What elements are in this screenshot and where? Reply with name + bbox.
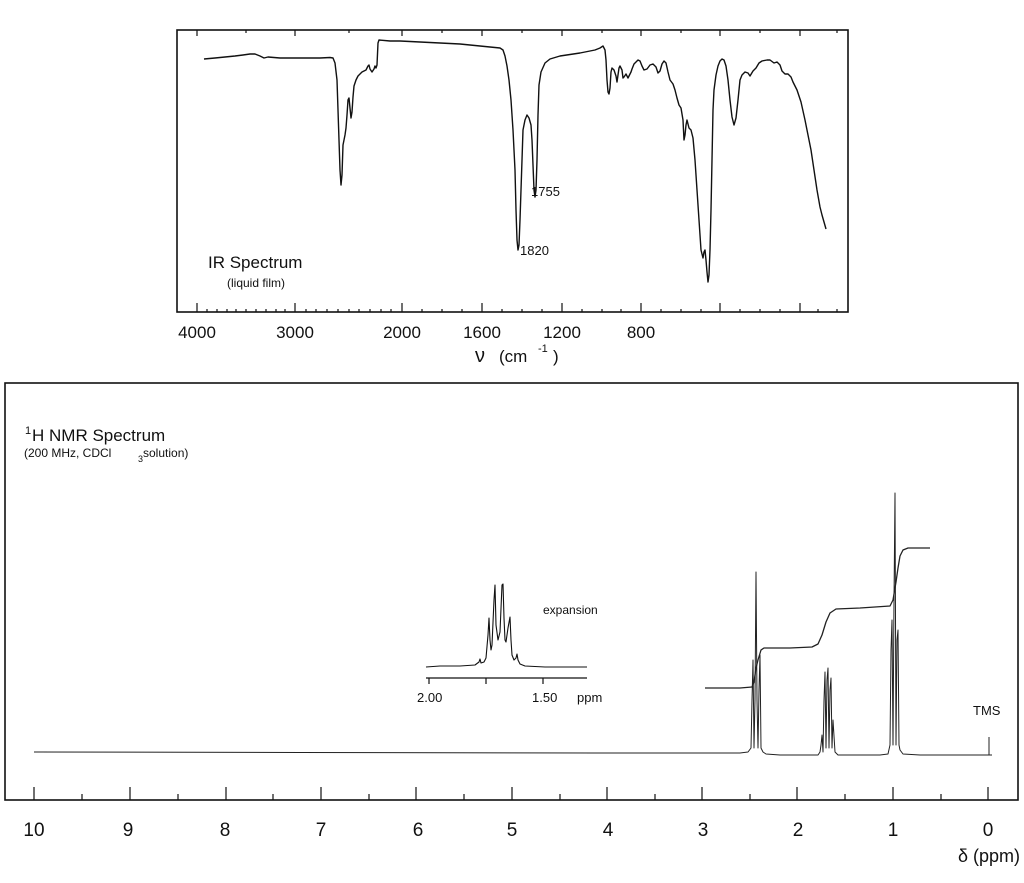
ir-axis-unit-open: (cm	[499, 347, 527, 366]
ir-tick-4000: 4000	[178, 323, 216, 342]
ir-peak-label-1755: 1755	[531, 184, 560, 199]
nmr-subtitle: (200 MHz, CDCl 3 solution)	[24, 446, 188, 464]
nmr-x-axis-title: δ (ppm)	[958, 846, 1020, 866]
inset-ticks	[428, 678, 544, 684]
inset-unit: ppm	[577, 690, 602, 705]
nmr-title-sup: 1	[25, 425, 31, 437]
ir-axis-unit-sup: -1	[538, 343, 548, 355]
ir-bottom-ticks	[196, 303, 838, 312]
tms-label: TMS	[973, 703, 1001, 718]
ir-x-axis-title: ν (cm -1 )	[475, 343, 559, 367]
inset-tick-1.50: 1.50	[532, 690, 557, 705]
nmr-integration-curve	[705, 547, 930, 689]
ir-subtitle: (liquid film)	[227, 276, 285, 290]
ir-tick-3000: 3000	[276, 323, 314, 342]
ir-tick-2000: 2000	[383, 323, 421, 342]
ir-title: IR Spectrum	[208, 253, 302, 272]
nmr-tick-8: 8	[220, 820, 231, 841]
ir-axis-nu: ν	[475, 345, 485, 367]
ir-x-tick-labels: 4000 3000 2000 1600 1200 800	[178, 323, 655, 342]
ir-frame	[176, 29, 849, 313]
nmr-tick-6: 6	[413, 820, 424, 841]
nmr-tick-1: 1	[888, 820, 899, 841]
nmr-tick-9: 9	[123, 820, 134, 841]
inset-label: expansion	[543, 603, 598, 617]
nmr-spectrum-trace	[33, 492, 992, 756]
nmr-subtitle-post: solution)	[143, 446, 188, 460]
nmr-tick-5: 5	[507, 820, 518, 841]
nmr-tick-7: 7	[316, 820, 327, 841]
nmr-tick-0: 0	[983, 820, 994, 841]
nmr-x-tick-labels: 10 9 8 7 6 5 4 3 2 1 0	[23, 820, 993, 841]
nmr-expansion-inset: expansion 2.00 1.50 ppm	[417, 583, 602, 705]
nmr-subtitle-pre: (200 MHz, CDCl	[24, 446, 111, 460]
ir-axis-unit-close: )	[553, 347, 559, 366]
ir-peak-label-1820: 1820	[520, 243, 549, 258]
nmr-tick-3: 3	[698, 820, 709, 841]
nmr-tick-10: 10	[23, 820, 44, 841]
ir-tick-1200: 1200	[543, 323, 581, 342]
ir-tick-800: 800	[627, 323, 655, 342]
ir-spectrum-trace	[203, 39, 827, 283]
inset-multiplet-trace	[425, 583, 587, 668]
nmr-spectrum-panel: 1 H NMR Spectrum (200 MHz, CDCl 3 soluti…	[4, 382, 1020, 866]
ir-tick-1600: 1600	[463, 323, 501, 342]
nmr-subtitle-sub: 3	[138, 454, 143, 464]
nmr-tick-2: 2	[793, 820, 804, 841]
ir-spectrum-panel: 1755 1820 IR Spectrum (liquid film) 4000…	[176, 29, 849, 367]
nmr-tick-4: 4	[603, 820, 614, 841]
nmr-title: H NMR Spectrum	[32, 426, 165, 445]
inset-tick-2.00: 2.00	[417, 690, 442, 705]
nmr-x-ticks	[33, 787, 989, 800]
ir-top-ticks	[196, 30, 838, 36]
